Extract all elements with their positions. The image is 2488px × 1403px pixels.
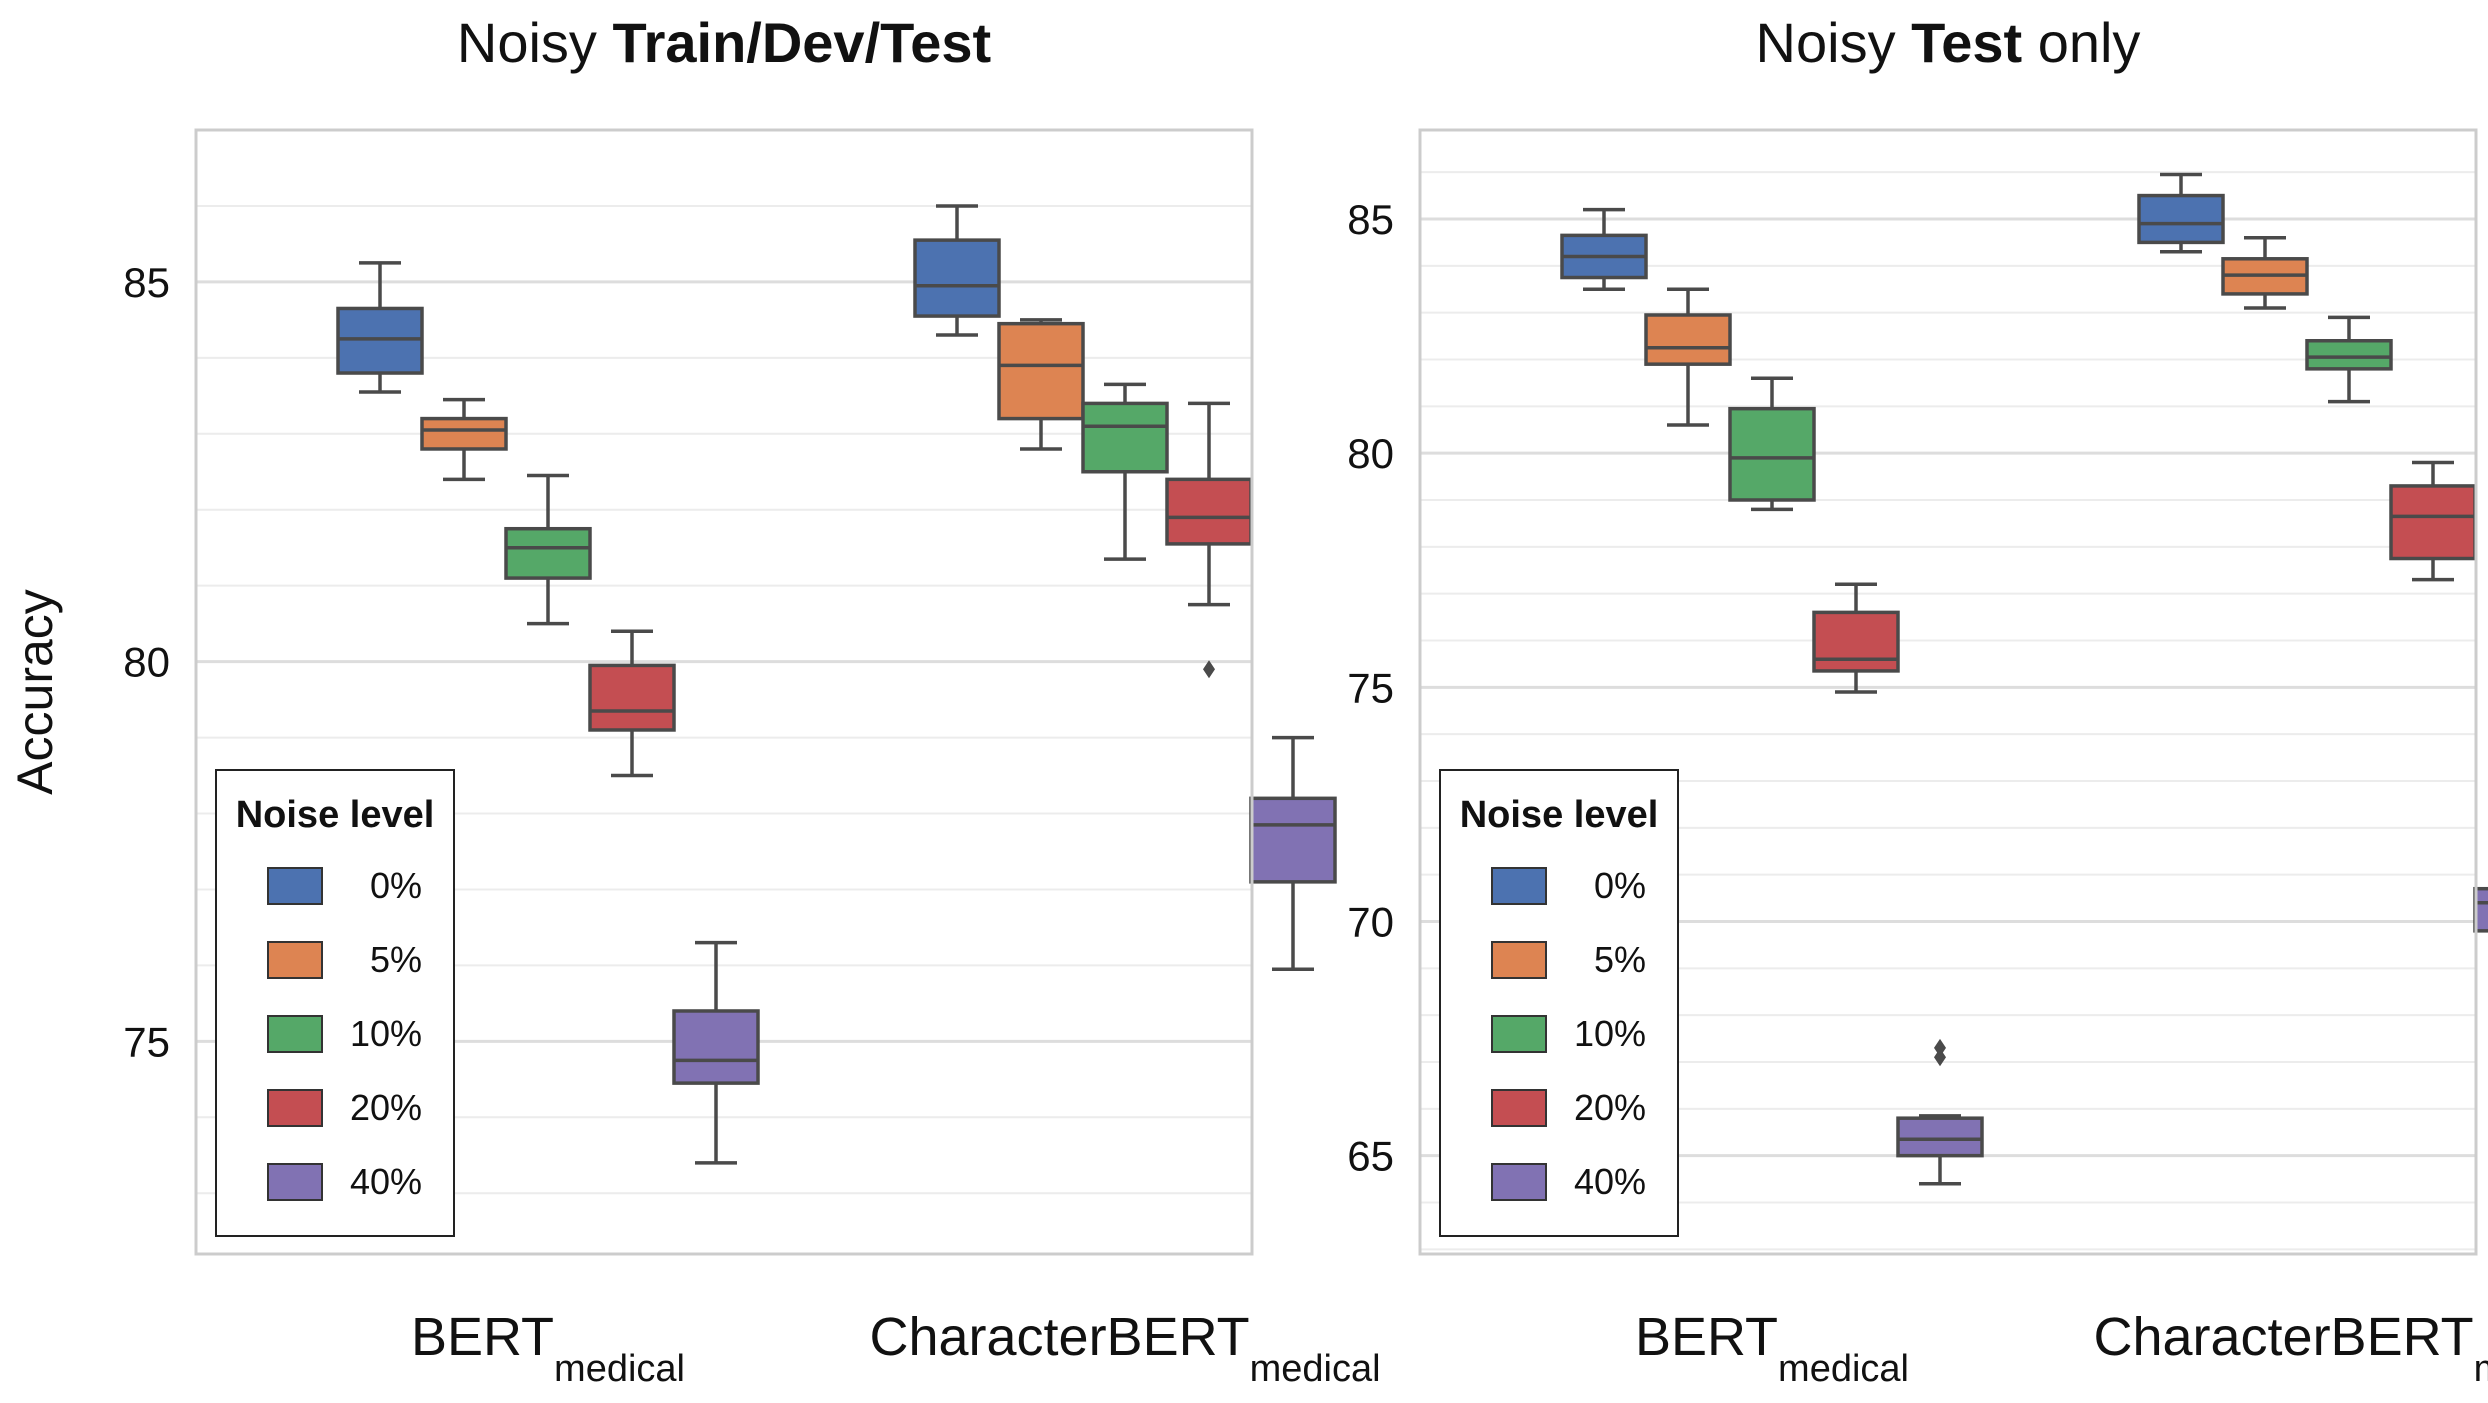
plot-frame [1418,128,2478,1256]
box-iqr [2137,193,2225,245]
y-tick-label: 75 [1347,664,1394,711]
box-characterbert-10pct [2305,315,2393,404]
title-text: Noisy [1756,11,1912,74]
x-tick-subscript: medical [1250,1348,1381,1390]
legend-label-10pct: 10% [350,1013,422,1054]
legend-label-0pct: 0% [1594,865,1646,906]
legend-label-20pct: 20% [1574,1087,1646,1128]
panel-1: Noisy Train/Dev/Test758085AccuracyBERTme… [7,11,1381,1390]
box-bert-40pct [1896,1038,1984,1186]
box-iqr [588,663,676,732]
legend-swatch-10pct [267,1015,323,1053]
legend-swatch-40pct [1491,1163,1547,1201]
box-characterbert-0pct [2137,172,2225,254]
y-tick-label: 80 [123,639,170,686]
legend-title: Noise level [1460,794,1659,836]
box-iqr [1896,1116,1984,1158]
outlier-point [1934,1048,1946,1067]
box-characterbert-0pct [913,204,1001,337]
title-bold-text: Train/Dev/Test [612,11,991,74]
box-iqr [2305,339,2393,371]
x-tick-label: CharacterBERTmedical [869,1307,1380,1390]
legend-label-0pct: 0% [370,865,422,906]
box-characterbert-10pct [1081,382,1169,561]
box-bert-10pct [504,473,592,626]
plot-frame [194,128,1254,1256]
title-bold-text: Test [1911,11,2022,74]
x-tick-main: CharacterBERT [869,1307,1249,1367]
box-characterbert-5pct [997,318,1085,451]
y-tick-label: 85 [1347,196,1394,243]
box-bert-20pct [1812,582,1900,694]
box-iqr [1165,477,1253,546]
box-iqr [997,321,1085,421]
box-iqr [2389,484,2477,561]
y-tick-label: 70 [1347,898,1394,945]
legend-swatch-40pct [267,1163,323,1201]
panel-title: Noisy Test only [1756,11,2141,74]
legend-swatch-20pct [267,1089,323,1127]
box-iqr [1812,610,1900,673]
panel-title: Noisy Train/Dev/Test [457,11,991,74]
box-bert-10pct [1728,376,1816,512]
x-tick-label: CharacterBERTmedical [2093,1307,2488,1390]
x-tick-label: BERTmedical [411,1307,685,1390]
box-characterbert-40pct [1249,735,1337,971]
box-bert-0pct [1560,207,1648,291]
legend-swatch-20pct [1491,1089,1547,1127]
legend-label-10pct: 10% [1574,1013,1646,1054]
box-characterbert-20pct [2389,460,2477,582]
box-iqr [1249,796,1337,884]
box-iqr [913,238,1001,318]
box-iqr [336,306,424,375]
legend-swatch-5pct [1491,941,1547,979]
legend-swatch-0pct [1491,867,1547,905]
legend-title: Noise level [236,794,435,836]
box-bert-40pct [672,940,760,1165]
x-tick-label: BERTmedical [1635,1307,1909,1390]
legend: Noise level 0% 5% 10% 20% 40% [215,769,455,1237]
outlier-point [1203,660,1215,679]
legend: Noise level 0% 5% 10% 20% 40% [1439,769,1679,1237]
box-iqr [1081,401,1169,474]
legend-swatch-5pct [267,941,323,979]
y-tick-label: 65 [1347,1133,1394,1180]
legend-swatch-0pct [267,867,323,905]
legend-label-5pct: 5% [370,939,422,980]
box-bert-0pct [336,261,424,394]
x-tick-main: CharacterBERT [2093,1307,2473,1367]
y-tick-label: 80 [1347,430,1394,477]
box-iqr [420,416,508,451]
box-bert-20pct [588,629,676,778]
legend-frame [1439,769,1679,1237]
y-tick-label: 75 [123,1018,170,1065]
x-tick-main: BERT [411,1307,554,1367]
legend-frame [215,769,455,1237]
legend-label-40pct: 40% [350,1161,422,1202]
x-tick-main: BERT [1635,1307,1778,1367]
x-tick-subscript: medical [554,1348,685,1390]
legend-label-40pct: 40% [1574,1161,1646,1202]
y-axis-label: Accuracy [7,589,63,795]
title-suffix-text: only [2022,11,2140,74]
box-iqr [504,526,592,580]
box-iqr [1644,313,1732,366]
title-text: Noisy [457,11,613,74]
box-iqr [672,1009,760,1085]
box-characterbert-20pct [1165,401,1253,679]
outlier-point [1934,1038,1946,1057]
legend-label-20pct: 20% [350,1087,422,1128]
legend-label-5pct: 5% [1594,939,1646,980]
box-iqr [1728,406,1816,502]
x-tick-subscript: medical [1778,1348,1909,1390]
panel-2: Noisy Test only6570758085BERTmedicalChar… [1347,11,2488,1390]
box-bert-5pct [1644,287,1732,427]
box-bert-5pct [420,397,508,482]
y-tick-label: 85 [123,259,170,306]
x-tick-subscript: medical [2474,1348,2488,1390]
box-characterbert-5pct [2221,235,2309,310]
legend-swatch-10pct [1491,1015,1547,1053]
